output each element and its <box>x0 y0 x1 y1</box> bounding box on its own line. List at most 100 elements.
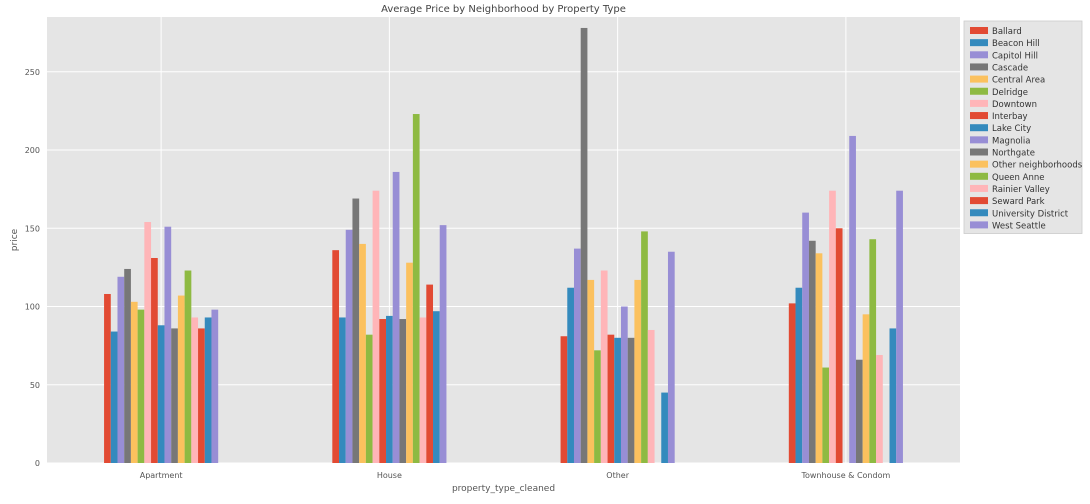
bar <box>849 135 856 463</box>
x-axis-title: property_type_cleaned <box>452 484 555 494</box>
legend-item: Northgate <box>970 148 1035 159</box>
series-11 <box>177 262 870 463</box>
bar <box>896 190 903 463</box>
bar <box>164 226 172 463</box>
bar <box>426 284 434 463</box>
bar <box>104 293 111 463</box>
y-axis-title: price <box>10 228 20 251</box>
y-tick-label: 200 <box>25 146 40 155</box>
legend-swatch <box>970 27 988 34</box>
bar <box>647 329 655 463</box>
legend-label: Lake City <box>992 124 1031 134</box>
bar <box>144 222 152 463</box>
legend-label: University District <box>992 209 1069 219</box>
legend-item: Delridge <box>970 87 1028 98</box>
bar <box>822 367 830 463</box>
legend-item: University District <box>970 209 1069 219</box>
legend-item: Downtown <box>970 99 1037 110</box>
legend-item: Interbay <box>970 112 1028 122</box>
series-10 <box>171 319 863 463</box>
bar <box>802 212 809 463</box>
bar <box>600 270 608 463</box>
bar <box>634 279 642 463</box>
bar <box>117 276 125 463</box>
bar <box>110 331 118 463</box>
legend-label: Interbay <box>992 112 1028 122</box>
bar <box>829 190 836 463</box>
bar <box>345 229 353 463</box>
legend-label: Ballard <box>992 27 1022 37</box>
series-15 <box>204 311 897 463</box>
bar <box>332 250 340 463</box>
legend-item: Queen Anne <box>970 172 1044 183</box>
bars <box>104 27 903 464</box>
legend-swatch <box>970 87 988 95</box>
x-tick-label: House <box>377 471 402 480</box>
bar <box>157 325 165 463</box>
legend-swatch <box>970 51 988 59</box>
legend-label: Rainier Valley <box>992 185 1050 195</box>
bar <box>620 306 628 463</box>
chart-title: Average Price by Neighborhood by Propert… <box>381 4 626 15</box>
bar <box>171 328 178 463</box>
bar <box>567 287 574 463</box>
legend-label: Northgate <box>992 149 1035 159</box>
legend-swatch <box>970 39 988 47</box>
series-1 <box>110 287 803 463</box>
bar <box>439 225 447 463</box>
legend-item: Cascade <box>970 63 1028 73</box>
bar <box>386 315 393 463</box>
bar <box>889 328 897 463</box>
bar <box>198 328 205 463</box>
bar <box>177 295 185 463</box>
series-6 <box>144 190 836 463</box>
bar <box>587 279 595 463</box>
legend-label: Beacon Hill <box>992 39 1040 49</box>
legend-swatch <box>970 124 988 132</box>
bar <box>392 171 400 463</box>
bar <box>788 303 796 463</box>
bar <box>204 317 212 463</box>
bar <box>641 231 648 463</box>
legend-swatch <box>970 184 988 192</box>
bar <box>795 287 803 463</box>
series-5 <box>137 309 830 463</box>
bar <box>580 27 588 464</box>
bar <box>211 309 219 463</box>
bar <box>835 228 843 463</box>
series-14 <box>198 284 434 463</box>
y-tick-label: 0 <box>35 459 40 468</box>
legend-label: Other neighborhoods <box>992 161 1083 171</box>
legend-item: Central Area <box>970 75 1045 86</box>
y-tick-label: 50 <box>30 381 40 390</box>
legend-label: Central Area <box>992 76 1045 86</box>
legend-item: Ballard <box>970 27 1022 37</box>
legend-swatch <box>970 136 988 144</box>
legend-swatch <box>970 209 988 217</box>
bar <box>137 309 145 463</box>
bar <box>191 317 199 463</box>
x-tick-label: Townhouse & Condom <box>800 471 890 480</box>
bar <box>359 243 366 463</box>
bar <box>130 301 138 463</box>
series-13 <box>191 317 883 463</box>
gridlines <box>47 17 960 464</box>
bar <box>573 248 581 463</box>
x-tick-label: Apartment <box>140 471 183 480</box>
bar <box>815 253 823 463</box>
bar <box>124 268 131 463</box>
bar <box>372 190 380 463</box>
bar <box>419 317 427 463</box>
legend-swatch <box>970 160 988 168</box>
bar <box>352 198 360 463</box>
bar <box>560 336 568 463</box>
bar <box>184 270 192 463</box>
bar <box>412 114 420 463</box>
bar <box>365 334 373 463</box>
legend-label: West Seattle <box>992 221 1046 231</box>
legend-swatch <box>970 75 988 83</box>
series-7 <box>151 228 843 463</box>
bar <box>151 257 158 463</box>
